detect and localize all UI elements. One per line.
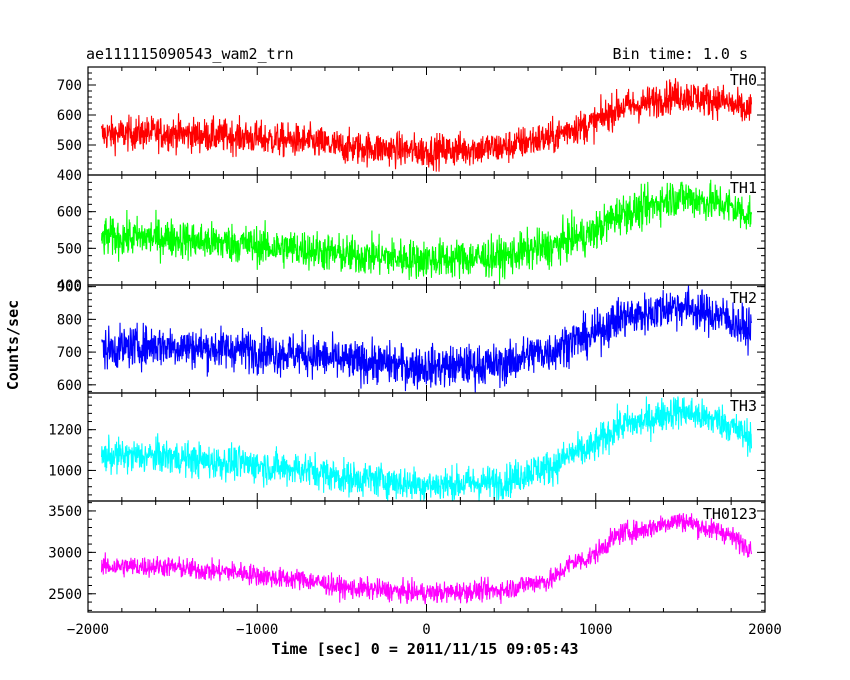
y-tick-label: 1200 [48, 423, 82, 439]
panel-th0: 400 500 600 700 TH0 [57, 66, 766, 184]
series-th0 [100, 78, 753, 172]
y-tick-label: 700 [57, 345, 82, 361]
y-axis-label: Counts/sec [4, 300, 22, 390]
panel-label: TH1 [730, 179, 757, 197]
y-tick-label: 3000 [48, 545, 82, 561]
y-tick-label: 600 [57, 378, 82, 394]
y-tick-label: 900 [57, 280, 82, 296]
x-tick-label: 2000 [748, 622, 782, 638]
panel-label: TH0 [730, 71, 757, 89]
panel-th1: 400 500 600 TH1 [57, 174, 766, 294]
y-tick-label: 600 [57, 108, 82, 124]
x-tick-labels: −2000 −1000 0 1000 2000 [67, 622, 782, 638]
y-tick-label: 1000 [48, 463, 82, 479]
bin-time-label: Bin time: 1.0 s [613, 45, 748, 63]
series-th0123 [100, 513, 753, 605]
y-tick-label: 700 [57, 78, 82, 94]
chart-title: ae111115090543_wam2_trn [86, 45, 294, 63]
panels: 400 500 600 700 TH0 400 500 600 TH1 600 700 800 900 T… [48, 66, 766, 613]
y-tick-label: 3500 [48, 504, 82, 520]
y-tick-label: 800 [57, 312, 82, 328]
y-tick-label: 600 [57, 205, 82, 221]
x-tick-label: 0 [422, 622, 430, 638]
y-tick-label: 2500 [48, 587, 82, 603]
panel-th0123: 2500 3000 3500 TH0123 [48, 500, 766, 613]
panel-th2: 600 700 800 900 TH2 [57, 280, 766, 394]
y-tick-label: 400 [57, 168, 82, 184]
series-th2 [101, 285, 752, 393]
series-th1 [100, 179, 753, 285]
x-tick-label: 1000 [579, 622, 613, 638]
panel-label: TH3 [730, 397, 757, 415]
y-tick-label: 500 [57, 241, 82, 257]
y-tick-label: 500 [57, 138, 82, 154]
x-tick-label: −1000 [236, 622, 278, 638]
y-tick-label: 400 [57, 278, 82, 294]
panel-label: TH2 [730, 289, 757, 307]
series-th3 [100, 396, 753, 501]
panel-label: TH0123 [703, 505, 757, 523]
x-axis-label: Time [sec] 0 = 2011/11/15 09:05:43 [271, 640, 578, 658]
x-tick-label: −2000 [67, 622, 109, 638]
panel-th3: 1000 1200 TH3 [48, 392, 766, 502]
